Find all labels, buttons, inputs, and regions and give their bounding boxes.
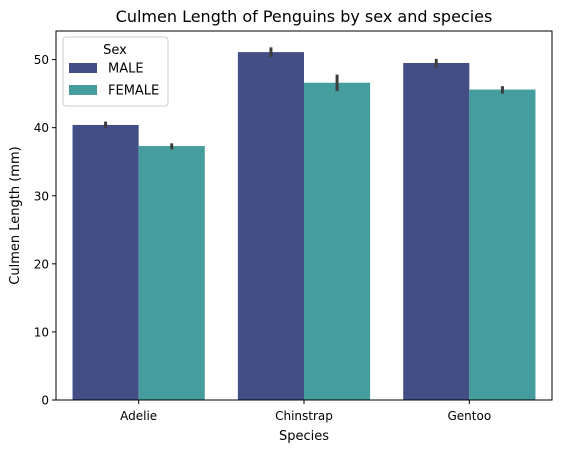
chart-title: Culmen Length of Penguins by sex and spe… [116,7,493,26]
y-tick-label: 0 [41,394,49,408]
bar-female-gentoo [469,89,536,401]
y-axis: 0 10 20 30 40 50 [34,53,56,408]
legend-label-male: MALE [108,62,144,77]
bar-male-adelie [72,124,139,400]
x-tick-label-adelie: Adelie [120,409,157,423]
legend-label-female: FEMALE [108,84,159,99]
bar-male-gentoo [403,62,470,400]
y-axis-label: Culmen Length (mm) [8,146,23,284]
bars-layer [72,52,536,401]
y-tick-label: 30 [34,189,49,203]
x-axis-label: Species [279,429,329,444]
legend-swatch-female [69,85,97,95]
y-tick-label: 20 [34,257,49,271]
legend-title: Sex [103,43,127,58]
error-bars-layer [104,47,504,150]
y-tick-label: 40 [34,121,49,135]
y-tick-label: 10 [34,325,49,339]
y-tick-label: 50 [34,53,49,67]
legend: Sex MALE FEMALE [62,36,169,107]
x-tick-label-chinstrap: Chinstrap [275,409,333,423]
legend-swatch-male [69,63,97,73]
x-tick-label-gentoo: Gentoo [447,409,491,423]
bar-male-chinstrap [237,52,304,401]
legend-entries: MALE FEMALE [69,62,159,99]
x-axis: Adelie Chinstrap Gentoo [120,400,491,423]
bar-female-chinstrap [304,82,371,400]
bar-female-adelie [138,146,205,400]
